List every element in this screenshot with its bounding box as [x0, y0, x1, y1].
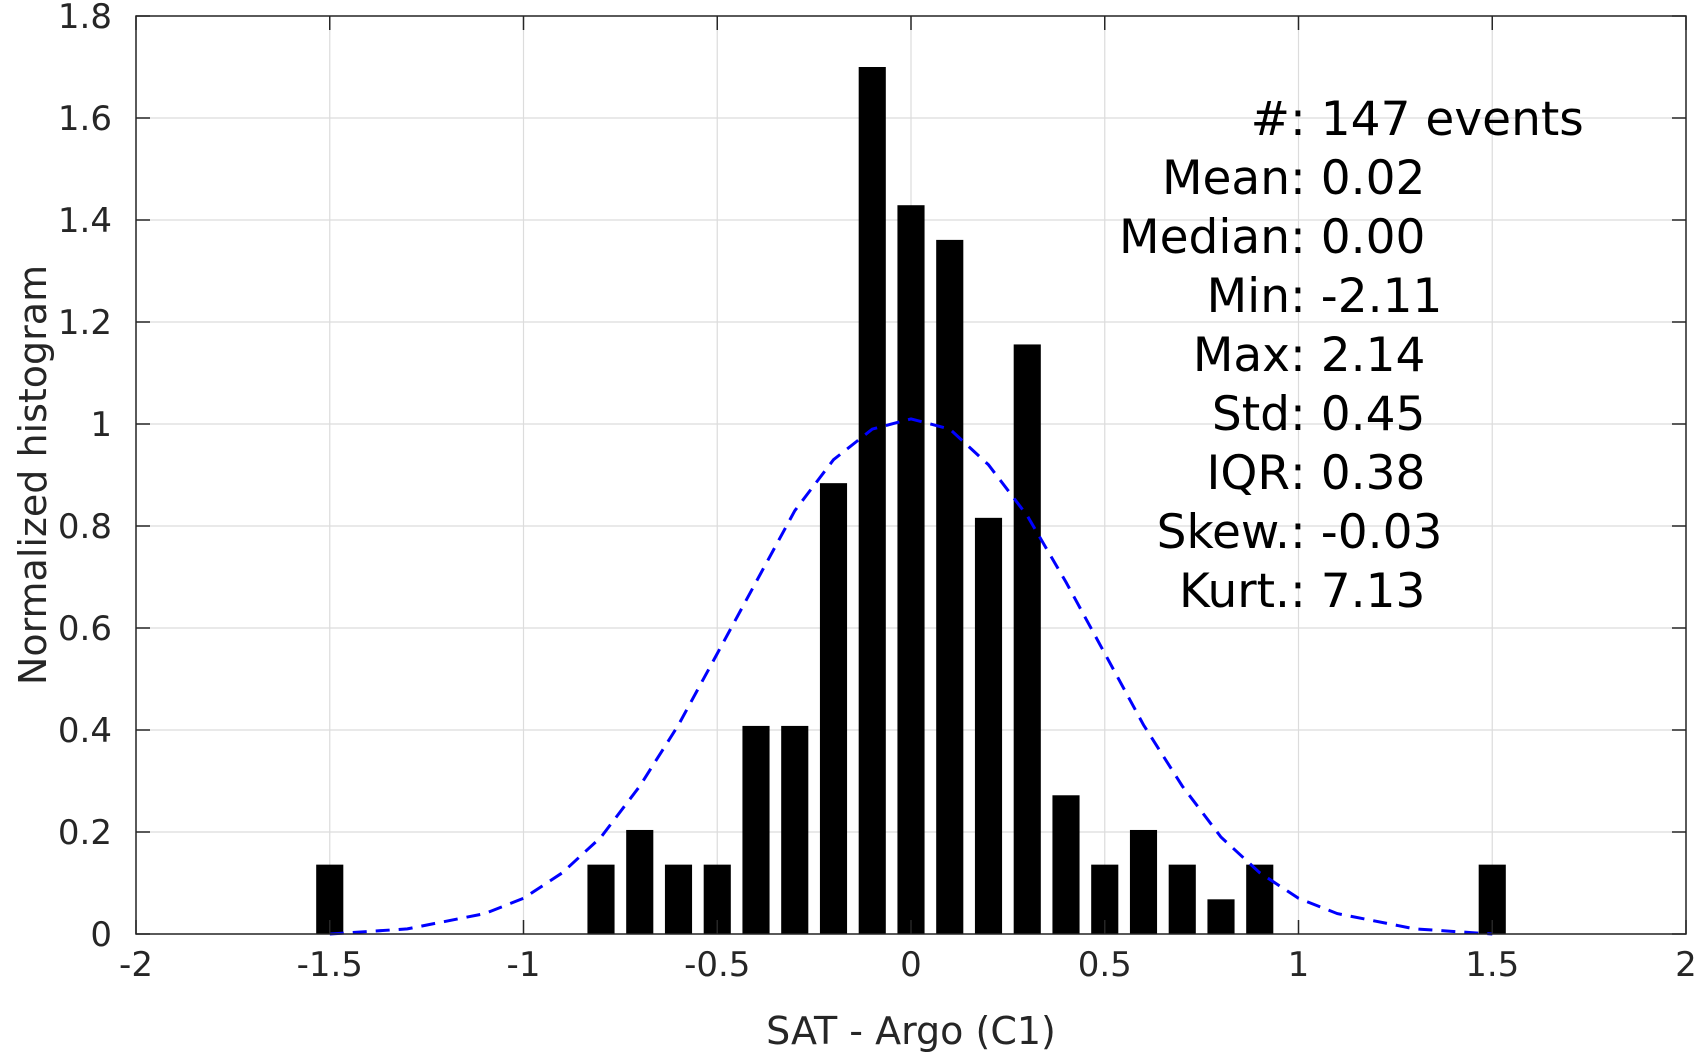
stat-label: # — [1251, 92, 1290, 147]
histogram-bar — [974, 517, 1003, 934]
x-tick-label: 1.5 — [1465, 945, 1519, 985]
y-tick-labels: 0 0.2 0.4 0.6 0.8 1 1.2 1.4 1.6 1.8 — [58, 0, 112, 955]
y-tick-label: 0.8 — [58, 507, 112, 547]
x-tick-labels: -2 -1.5 -1 -0.5 0 0.5 1 1.5 2 — [119, 945, 1697, 985]
stat-value: : 2.14 — [1290, 328, 1425, 383]
x-tick-label: 0.5 — [1078, 945, 1132, 985]
stat-value: : 0.38 — [1290, 446, 1425, 501]
y-tick-label: 1 — [90, 405, 112, 445]
histogram-bar — [1129, 829, 1158, 934]
y-tick-label: 1.2 — [58, 303, 112, 343]
histogram-bar — [819, 483, 848, 934]
normal-fit-curve — [329, 417, 1493, 936]
stat-value: : -2.11 — [1290, 269, 1442, 324]
stat-value: : -0.03 — [1290, 505, 1442, 560]
stat-label: Skew. — [1157, 505, 1290, 560]
histogram-bar — [1246, 864, 1274, 934]
histogram-bar — [587, 864, 615, 934]
y-tick-label: 0 — [90, 915, 112, 955]
histogram-bar — [897, 205, 925, 934]
stat-label: Mean — [1162, 151, 1290, 206]
histogram-bar — [1168, 864, 1196, 934]
y-tick-label: 0.4 — [58, 711, 112, 751]
stat-label: Min — [1207, 269, 1290, 324]
x-tick-label: -1.5 — [297, 945, 363, 985]
x-tick-label: 2 — [1675, 945, 1697, 985]
y-tick-label: 1.4 — [58, 201, 112, 241]
histogram-bar — [781, 725, 809, 934]
stat-label: Max — [1193, 328, 1290, 383]
x-axis-label: SAT - Argo (C1) — [766, 1009, 1056, 1053]
histogram-bar — [858, 67, 886, 934]
histogram-bar — [1013, 344, 1041, 934]
x-tick-label: 1 — [1288, 945, 1310, 985]
stat-value: : 0.45 — [1290, 387, 1425, 442]
y-tick-label: 0.2 — [58, 813, 112, 853]
histogram-bar — [626, 829, 654, 934]
stat-value: : 0.00 — [1290, 210, 1425, 265]
x-tick-label: -1 — [507, 945, 541, 985]
x-tick-label: -2 — [119, 945, 153, 985]
axis-ticks — [135, 15, 1687, 935]
stat-label: Kurt. — [1179, 564, 1290, 619]
y-tick-label: 1.8 — [58, 0, 112, 37]
y-axis-label: Normalized histogram — [11, 265, 55, 685]
y-tick-label: 1.6 — [58, 99, 112, 139]
histogram-bar — [936, 239, 964, 934]
y-tick-label: 0.6 — [58, 609, 112, 649]
histogram-bar — [664, 864, 693, 934]
stat-value: : 0.02 — [1290, 151, 1425, 206]
x-tick-label: 0 — [900, 945, 922, 985]
stat-label: Std — [1212, 387, 1290, 442]
stat-value: : 7.13 — [1290, 564, 1425, 619]
stat-label: IQR — [1206, 446, 1290, 501]
histogram-bars — [316, 67, 1506, 934]
stat-value: : 147 events — [1290, 92, 1584, 147]
histogram-bar — [1207, 899, 1235, 934]
stat-label: Median — [1119, 210, 1290, 265]
histogram-bar — [742, 725, 770, 934]
histogram-bar — [1052, 795, 1080, 934]
x-tick-label: -0.5 — [684, 945, 750, 985]
